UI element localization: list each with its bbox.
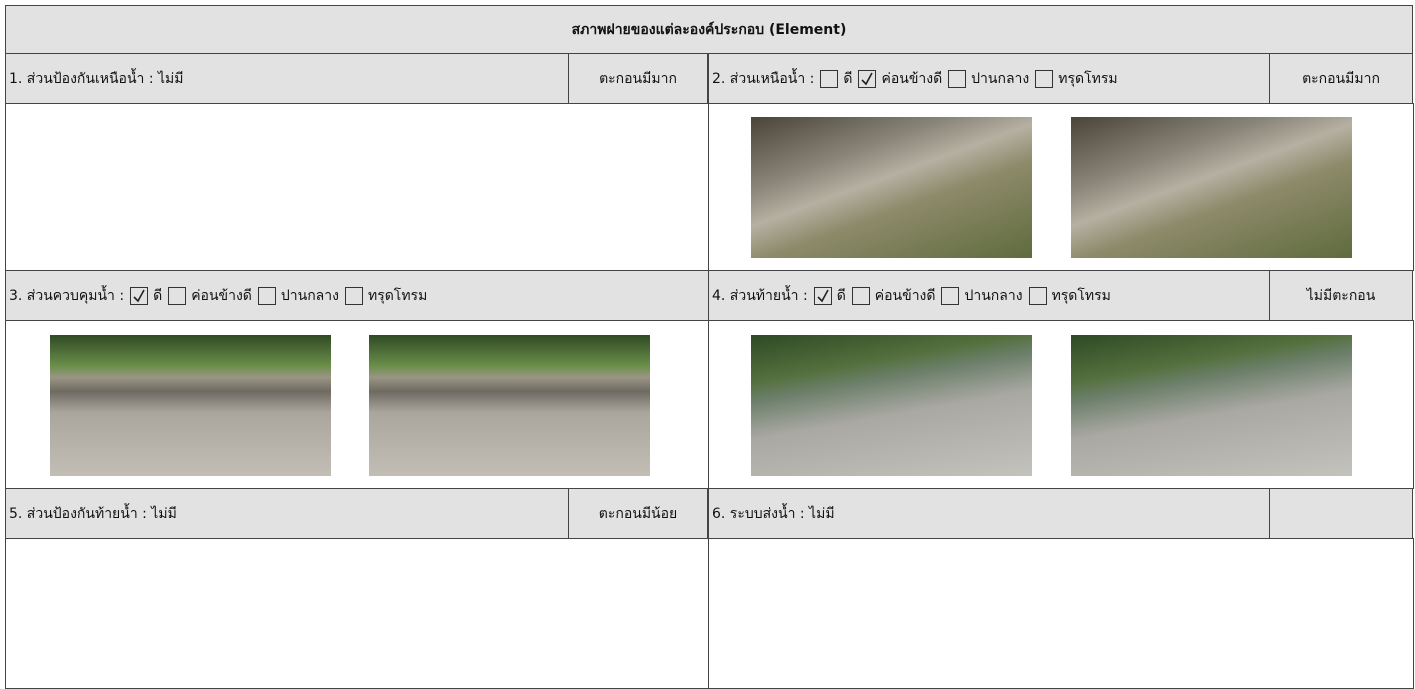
option: ปานกลาง	[941, 285, 1023, 307]
checkbox	[820, 69, 839, 88]
photo	[50, 335, 331, 476]
option-label: ทรุดโทรม	[1051, 287, 1111, 304]
status: ตะกอนมีมาก	[599, 70, 677, 87]
checkbox	[858, 69, 877, 88]
checkbox	[1035, 69, 1054, 88]
status: ไม่มีตะกอน	[1306, 287, 1376, 304]
status-cell	[1269, 488, 1413, 539]
section-content	[5, 538, 709, 689]
option: ดี	[130, 285, 162, 307]
section-label: 1. ส่วนป้องกันเหนือน้ำ : ไม่มี	[9, 70, 184, 87]
photo	[1071, 335, 1352, 476]
section-label: 4. ส่วนท้ายน้ำ :	[712, 287, 808, 304]
photo	[1071, 117, 1352, 258]
option-label: ค่อนข้างดี	[191, 287, 252, 304]
status-cell: ตะกอนมีมาก	[1269, 53, 1413, 104]
checkbox	[130, 286, 149, 305]
section-content	[5, 103, 709, 271]
photo	[369, 335, 650, 476]
section-label-cell: 2. ส่วนเหนือน้ำ : ดี ค่อนข้างดี ปานกลาง ทรุด…	[708, 53, 1270, 104]
option: ปานกลาง	[257, 285, 339, 307]
photo	[751, 335, 1032, 476]
check-mark	[817, 289, 829, 302]
section-label-cell: 3. ส่วนควบคุมน้ำ : ดี ค่อนข้างดี ปานกลาง ทรุ…	[5, 270, 709, 321]
option-label: ดี	[836, 287, 846, 304]
checkbox	[948, 69, 967, 88]
section-label: 6. ระบบส่งน้ำ : ไม่มี	[712, 505, 835, 522]
section-label-cell: 5. ส่วนป้องกันท้ายน้ำ : ไม่มี	[5, 488, 569, 539]
option-label: ทรุดโทรม	[1058, 70, 1118, 87]
option: ทรุดโทรม	[1035, 68, 1118, 90]
checkbox	[851, 286, 870, 305]
option-label: ปานกลาง	[971, 70, 1030, 87]
option-label: ทรุดโทรม	[367, 287, 428, 304]
checkbox	[813, 286, 832, 305]
option: ค่อนข้างดี	[858, 68, 942, 90]
checkbox	[257, 286, 276, 305]
option: ปานกลาง	[948, 68, 1029, 90]
status-cell: ตะกอนมีมาก	[568, 53, 708, 104]
option-label: ค่อนข้างดี	[874, 287, 936, 304]
section-label: 3. ส่วนควบคุมน้ำ :	[9, 287, 125, 304]
checkbox	[344, 286, 363, 305]
option-label: ค่อนข้างดี	[881, 70, 943, 87]
option: ค่อนข้างดี	[168, 285, 252, 307]
section-label-cell: 6. ระบบส่งน้ำ : ไม่มี	[708, 488, 1270, 539]
section-label: 5. ส่วนป้องกันท้ายน้ำ : ไม่มี	[9, 505, 177, 522]
option-label: ดี	[843, 70, 853, 87]
option: ดี	[813, 285, 846, 307]
photo	[751, 117, 1032, 258]
check-mark	[861, 72, 874, 85]
checkbox	[1028, 286, 1047, 305]
status: ตะกอนมีน้อย	[598, 505, 678, 522]
option: ทรุดโทรม	[344, 285, 428, 307]
section-label-cell: 1. ส่วนป้องกันเหนือน้ำ : ไม่มี	[5, 53, 569, 104]
checkbox	[168, 286, 187, 305]
check-mark	[133, 289, 145, 302]
section-label-cell: 4. ส่วนท้ายน้ำ : ดี ค่อนข้างดี ปานกลาง ทรุดโ…	[708, 270, 1270, 321]
section-content	[708, 538, 1414, 689]
option-label: ดี	[153, 287, 163, 304]
option: ดี	[820, 68, 852, 90]
option-label: ปานกลาง	[964, 287, 1023, 304]
option: ค่อนข้างดี	[851, 285, 936, 307]
checkbox	[941, 286, 960, 305]
section-label: 2. ส่วนเหนือน้ำ :	[712, 70, 815, 87]
status-cell: ไม่มีตะกอน	[1269, 270, 1413, 321]
status: ตะกอนมีมาก	[1302, 70, 1380, 87]
table-title: สภาพฝายของแต่ละองค์ประกอบ (Element)	[5, 5, 1413, 54]
option: ทรุดโทรม	[1028, 285, 1111, 307]
status-cell: ตะกอนมีน้อย	[568, 488, 708, 539]
option-label: ปานกลาง	[280, 287, 339, 304]
